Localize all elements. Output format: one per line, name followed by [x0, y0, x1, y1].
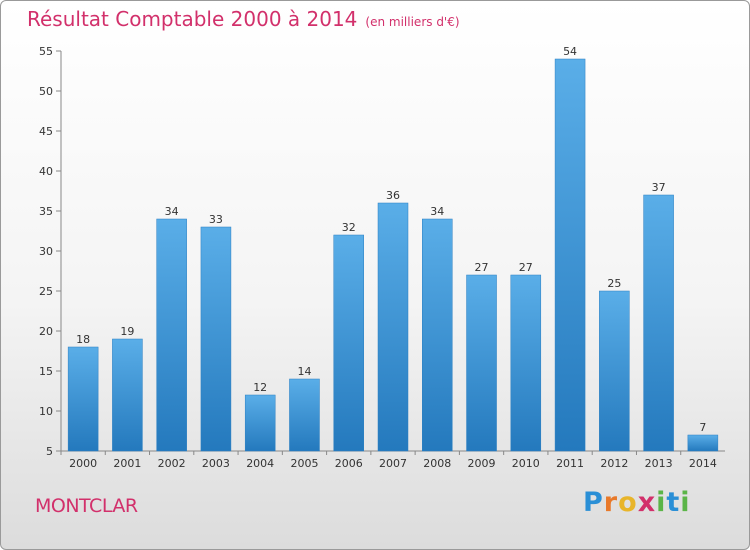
- bar-value-label: 12: [253, 381, 267, 394]
- bar: [377, 202, 409, 452]
- chart-title: Résultat Comptable 2000 à 2014 (en millie…: [27, 7, 460, 31]
- logo-letter: i: [680, 487, 691, 518]
- x-tick-label: 2013: [645, 457, 673, 470]
- logo-letter: o: [618, 487, 638, 518]
- bar: [289, 378, 320, 452]
- bar-value-label: 32: [342, 221, 356, 234]
- x-tick-label: 2010: [512, 457, 540, 470]
- bar-value-label: 18: [76, 333, 90, 346]
- bar-value-label: 33: [209, 213, 223, 226]
- y-tick-label: 45: [39, 125, 53, 138]
- bars: [67, 58, 719, 452]
- x-tick-label: 2000: [69, 457, 97, 470]
- x-tick-label: 2009: [468, 457, 496, 470]
- bar: [200, 226, 232, 452]
- bar-value-label: 34: [430, 205, 444, 218]
- bar: [156, 218, 187, 452]
- bar: [333, 234, 364, 452]
- y-tick-label: 25: [39, 285, 53, 298]
- bar-value-label: 27: [519, 261, 533, 274]
- logo-letter: P: [583, 487, 604, 518]
- y-tick-label: 35: [39, 205, 53, 218]
- bar: [67, 346, 99, 452]
- value-labels: 18 19 34 33 12 14 32 36 34 27 27 54 25 37 7: [76, 45, 706, 434]
- y-tick-label: 20: [39, 325, 53, 338]
- x-tick-label: 2007: [379, 457, 407, 470]
- bar: [643, 194, 674, 452]
- proxiti-logo: Proxiti: [583, 487, 691, 518]
- bar-value-label: 19: [120, 325, 134, 338]
- x-tick-label: 2005: [290, 457, 318, 470]
- logo-letter: x: [637, 487, 657, 518]
- bar-value-label: 14: [297, 365, 311, 378]
- bar: [422, 218, 453, 452]
- bar-value-label: 54: [563, 45, 577, 58]
- y-tick-label: 10: [39, 405, 53, 418]
- x-tick-label: 2006: [335, 457, 363, 470]
- bar: [466, 274, 497, 452]
- commune-name: MONTCLAR: [35, 495, 138, 517]
- logo-letter: r: [603, 487, 619, 518]
- y-tick-label: 50: [39, 85, 53, 98]
- bar-value-label: 7: [699, 421, 706, 434]
- y-tick-label: 15: [39, 365, 53, 378]
- chart-subtitle: (en milliers d'€): [365, 15, 460, 29]
- bar-value-label: 36: [386, 189, 400, 202]
- bar: [687, 434, 719, 452]
- bar-value-label: 34: [165, 205, 179, 218]
- y-tick-label: 30: [39, 245, 53, 258]
- bar: [599, 290, 630, 452]
- axes: 5 10 15 20 25 30 35 40 45 50 55 2000 2001 2002 2003 200…: [39, 45, 725, 470]
- x-tick-label: 2014: [689, 457, 717, 470]
- bar-value-label: 25: [607, 277, 621, 290]
- x-tick-label: 2001: [113, 457, 141, 470]
- y-tick-label: 55: [39, 45, 53, 58]
- logo-letter: t: [666, 487, 681, 518]
- x-tick-label: 2008: [423, 457, 451, 470]
- bar: [554, 58, 586, 452]
- x-tick-label: 2012: [600, 457, 628, 470]
- title-text: Résultat Comptable 2000 à 2014: [27, 7, 358, 31]
- x-tick-label: 2004: [246, 457, 274, 470]
- x-tick-label: 2002: [158, 457, 186, 470]
- bar: [244, 394, 276, 452]
- bar: [510, 274, 542, 452]
- x-tick-label: 2011: [556, 457, 584, 470]
- logo-letter: i: [656, 487, 667, 518]
- bar-value-label: 27: [475, 261, 489, 274]
- y-tick-label: 5: [46, 445, 53, 458]
- y-tick-label: 40: [39, 165, 53, 178]
- bar-value-label: 37: [652, 181, 666, 194]
- x-tick-label: 2003: [202, 457, 230, 470]
- bar: [112, 338, 143, 452]
